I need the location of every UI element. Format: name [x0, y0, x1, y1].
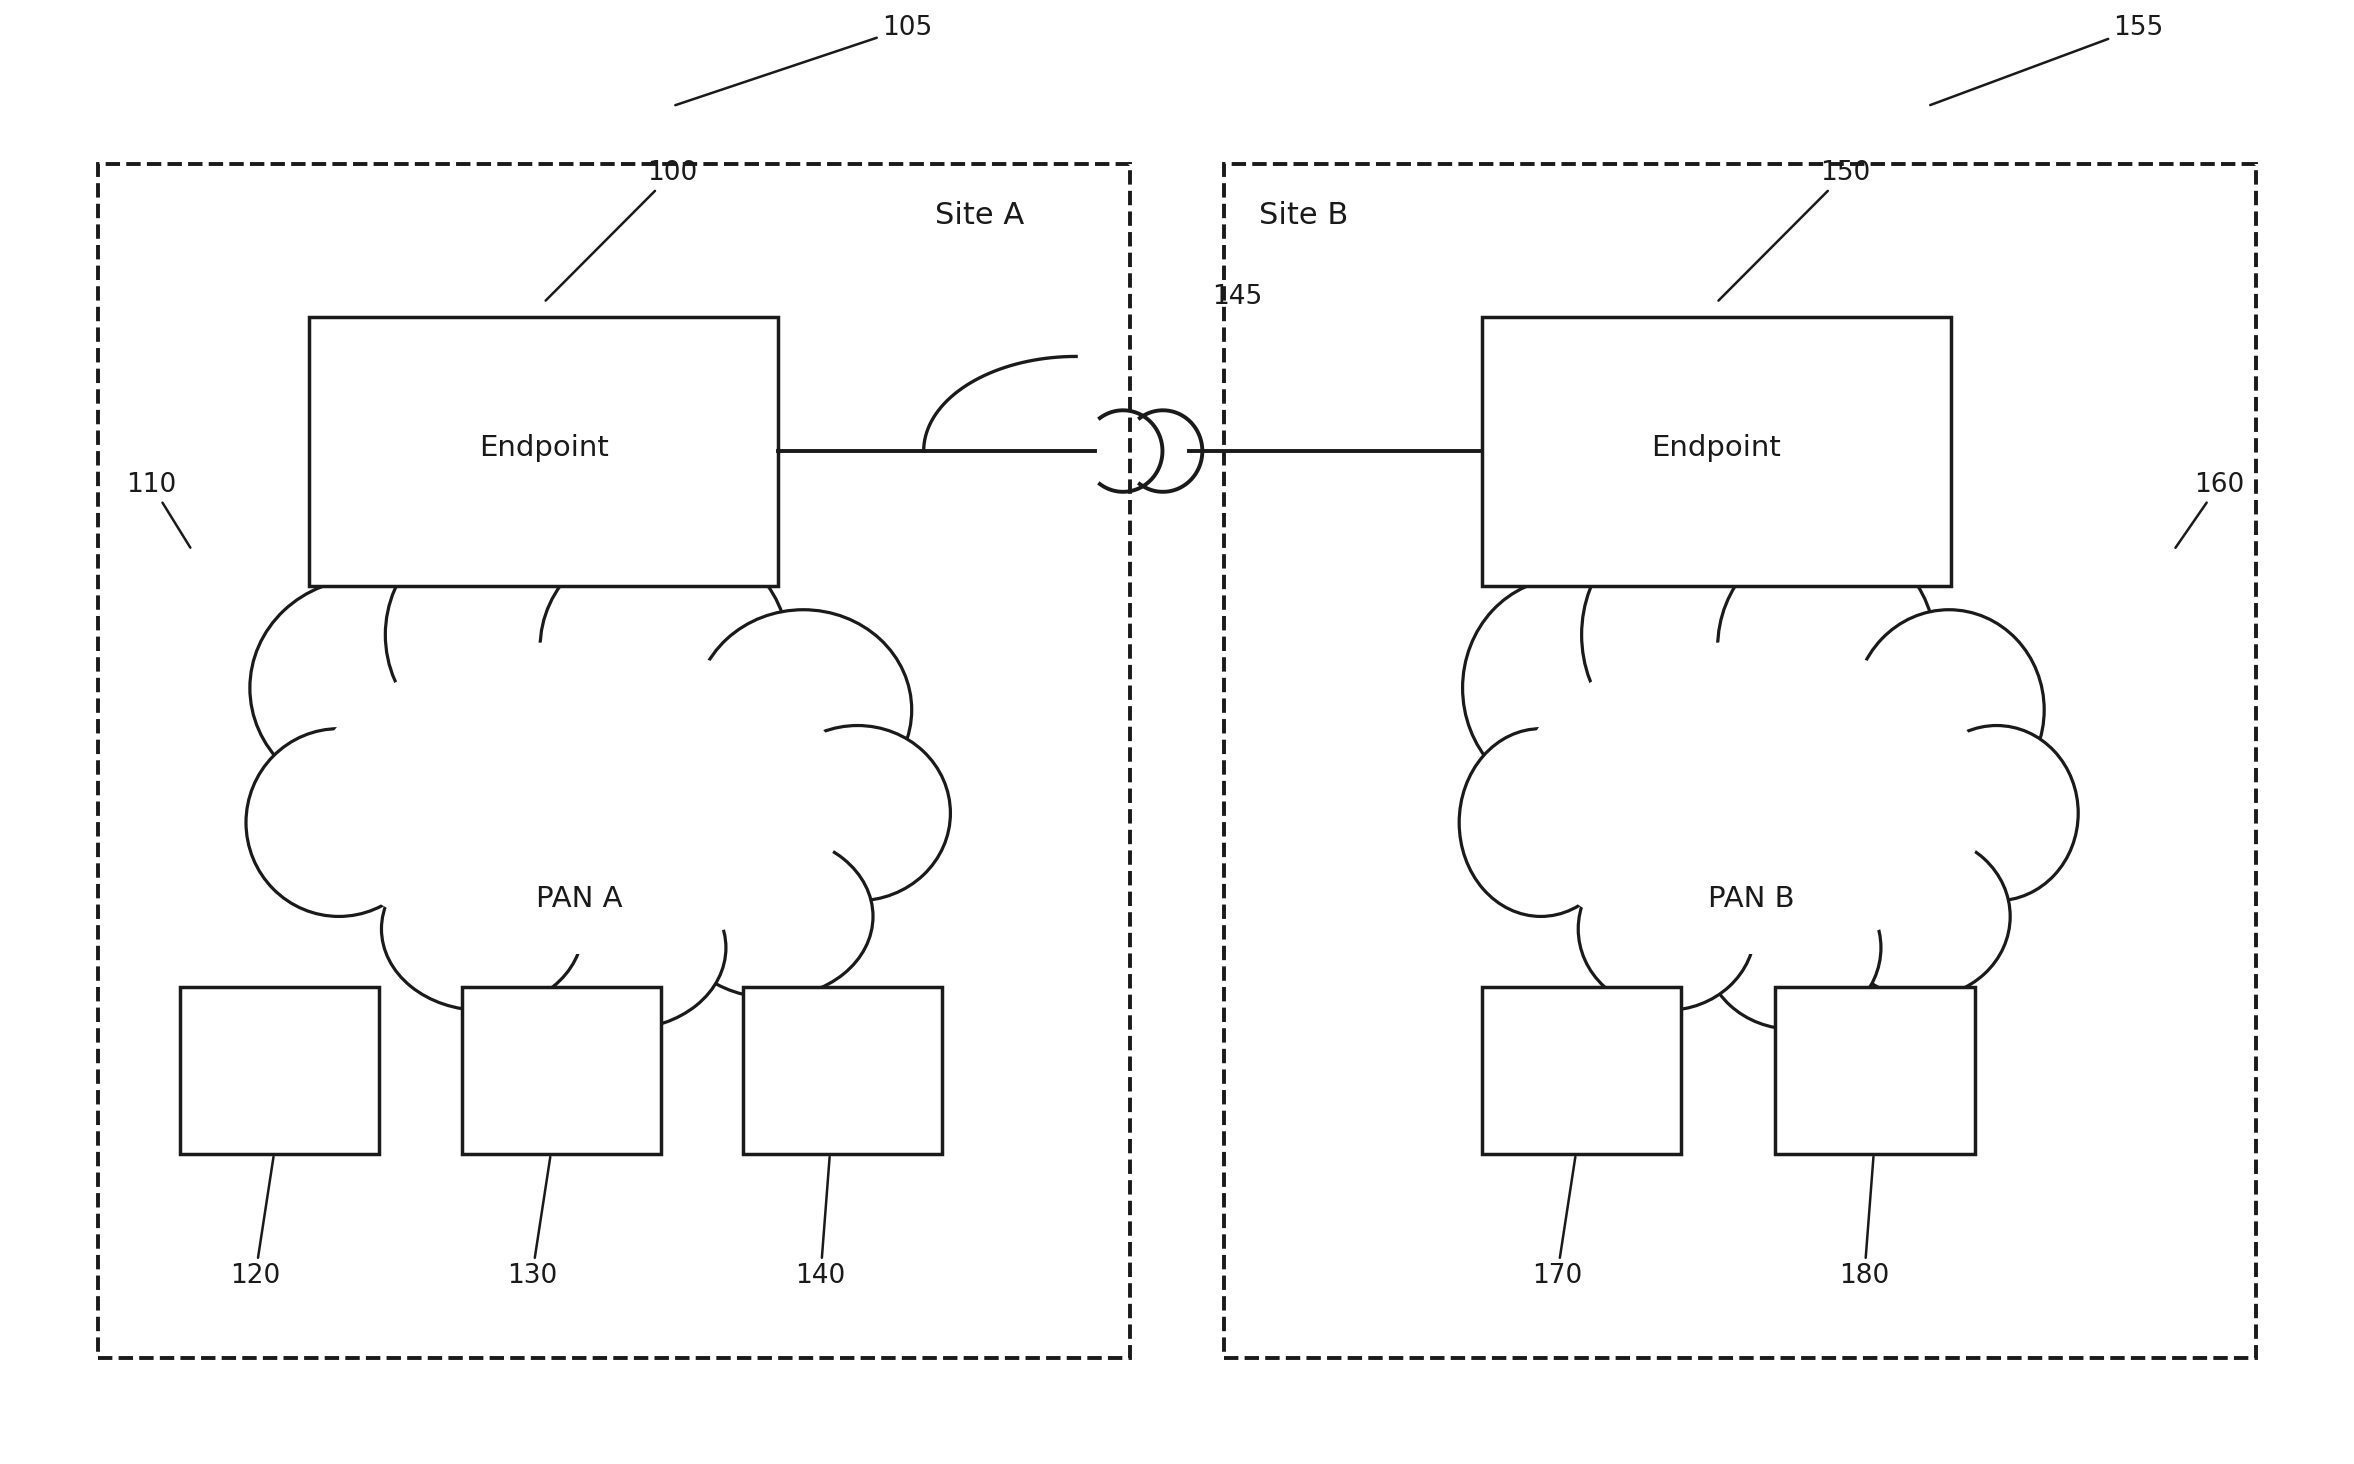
Ellipse shape — [308, 641, 850, 955]
Text: Site B: Site B — [1259, 201, 1349, 230]
Text: 100: 100 — [546, 160, 697, 300]
Bar — [461, 987, 661, 1154]
Text: 105: 105 — [676, 15, 932, 105]
Bar — [1483, 318, 1951, 587]
Bar — [99, 164, 1130, 1359]
Text: 110: 110 — [127, 471, 191, 548]
Bar — [181, 987, 379, 1154]
Ellipse shape — [268, 609, 887, 985]
Text: 145: 145 — [1212, 284, 1262, 310]
Ellipse shape — [1914, 726, 2079, 900]
Bar — [1483, 987, 1681, 1154]
Ellipse shape — [381, 848, 584, 1010]
Text: 120: 120 — [231, 1157, 280, 1290]
Ellipse shape — [765, 726, 951, 900]
Bar — [744, 987, 942, 1154]
Text: 170: 170 — [1532, 1157, 1582, 1290]
Text: PAN A: PAN A — [537, 886, 621, 914]
Ellipse shape — [1577, 848, 1756, 1010]
Text: Endpoint: Endpoint — [1653, 435, 1782, 463]
Ellipse shape — [1718, 534, 1935, 760]
Text: 160: 160 — [2175, 471, 2243, 548]
Ellipse shape — [386, 515, 633, 754]
Text: Endpoint: Endpoint — [478, 435, 610, 463]
Bar — [1224, 164, 2255, 1359]
Ellipse shape — [247, 729, 431, 916]
Ellipse shape — [1834, 834, 2010, 998]
Ellipse shape — [1704, 867, 1881, 1029]
Ellipse shape — [1582, 515, 1798, 754]
Ellipse shape — [694, 609, 911, 810]
Bar — [1775, 987, 1975, 1154]
Ellipse shape — [1459, 729, 1622, 916]
Text: PAN B: PAN B — [1709, 886, 1796, 914]
Text: Site A: Site A — [935, 201, 1024, 230]
Ellipse shape — [525, 867, 725, 1029]
Text: 180: 180 — [1838, 1157, 1890, 1290]
Text: 155: 155 — [1930, 15, 2163, 105]
Text: 140: 140 — [796, 1157, 845, 1290]
Text: 150: 150 — [1718, 160, 1871, 300]
Ellipse shape — [1514, 641, 1989, 955]
Ellipse shape — [539, 534, 789, 760]
Text: 130: 130 — [506, 1157, 558, 1290]
Ellipse shape — [1481, 609, 2024, 985]
Ellipse shape — [1462, 578, 1667, 798]
Ellipse shape — [1853, 609, 2043, 810]
Bar — [308, 318, 779, 587]
Ellipse shape — [250, 578, 483, 798]
Ellipse shape — [671, 834, 873, 998]
